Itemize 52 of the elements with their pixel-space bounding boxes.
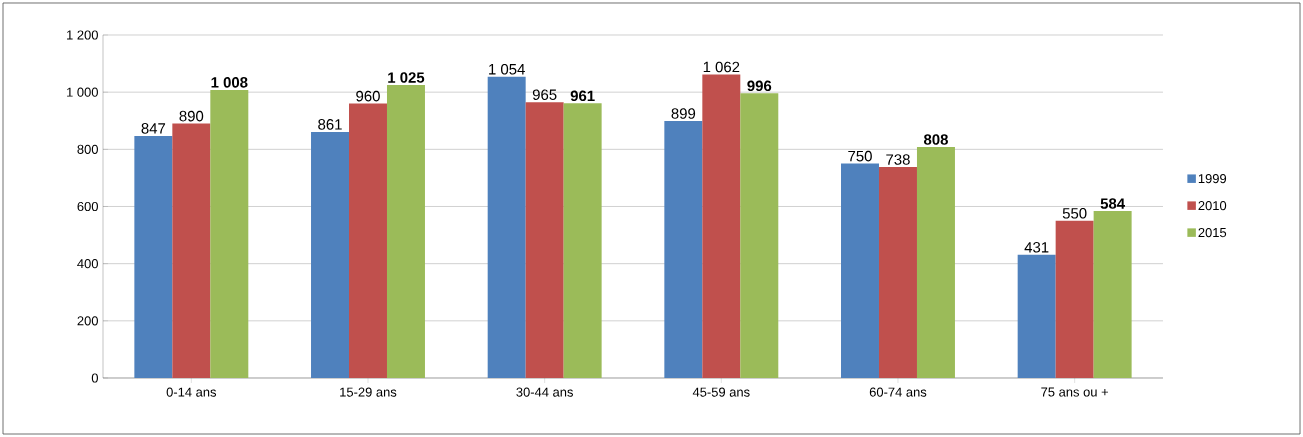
- data-label: 861: [318, 119, 342, 130]
- legend-label: 1999: [1198, 174, 1227, 184]
- data-label: 550: [1062, 208, 1087, 219]
- data-label: 750: [848, 150, 872, 162]
- legend-label: 2010: [1198, 201, 1227, 211]
- data-label: 847: [141, 123, 166, 134]
- x-tick-label: 45-59 ans: [692, 387, 750, 397]
- data-label: 996: [747, 80, 772, 92]
- data-label: 961: [570, 90, 595, 102]
- y-tick-label: 0: [91, 373, 98, 383]
- bar: [386, 85, 425, 378]
- data-label: 890: [179, 110, 204, 122]
- bar: [664, 121, 703, 378]
- bar: [916, 147, 955, 378]
- data-label: 899: [671, 108, 696, 119]
- y-tick-label: 400: [77, 259, 98, 269]
- data-label: 1 054: [489, 63, 525, 75]
- bar: [349, 103, 387, 378]
- y-tick-label: 600: [77, 201, 98, 212]
- bar: [702, 74, 741, 378]
- data-label: 738: [886, 154, 910, 165]
- data-label: 1 008: [211, 77, 248, 88]
- bar: [1093, 211, 1132, 378]
- bar: [525, 102, 564, 378]
- y-tick-label: 1 200: [67, 30, 98, 40]
- y-tick-label: 800: [77, 144, 98, 154]
- bar: [563, 103, 602, 378]
- x-tick-label: 60-74 ans: [869, 387, 927, 397]
- data-label: 808: [923, 134, 948, 145]
- data-label: 965: [532, 89, 557, 100]
- data-label: 1 062: [703, 61, 740, 73]
- y-tick-label: 1 000: [67, 87, 98, 97]
- data-label: 584: [1100, 198, 1126, 209]
- x-tick-label: 75 ans ou +: [1041, 387, 1109, 397]
- bar: [1055, 220, 1094, 378]
- bar: [740, 93, 779, 378]
- bar: [311, 131, 349, 378]
- bar: [487, 76, 526, 378]
- data-label: 431: [1024, 242, 1049, 253]
- bar: [172, 123, 211, 378]
- bar: [1017, 254, 1056, 378]
- y-tick-label: 200: [77, 316, 98, 326]
- bar: [134, 135, 173, 378]
- bar: [878, 167, 917, 378]
- data-label: 960: [356, 90, 380, 102]
- legend-label: 2015: [1198, 227, 1227, 238]
- x-tick-label: 30-44 ans: [516, 387, 573, 397]
- x-tick-label: 15-29 ans: [340, 387, 397, 397]
- data-label: 1 025: [388, 72, 425, 83]
- bar: [841, 163, 879, 378]
- bar: [210, 89, 249, 378]
- x-tick-label: 0-14 ans: [166, 387, 217, 397]
